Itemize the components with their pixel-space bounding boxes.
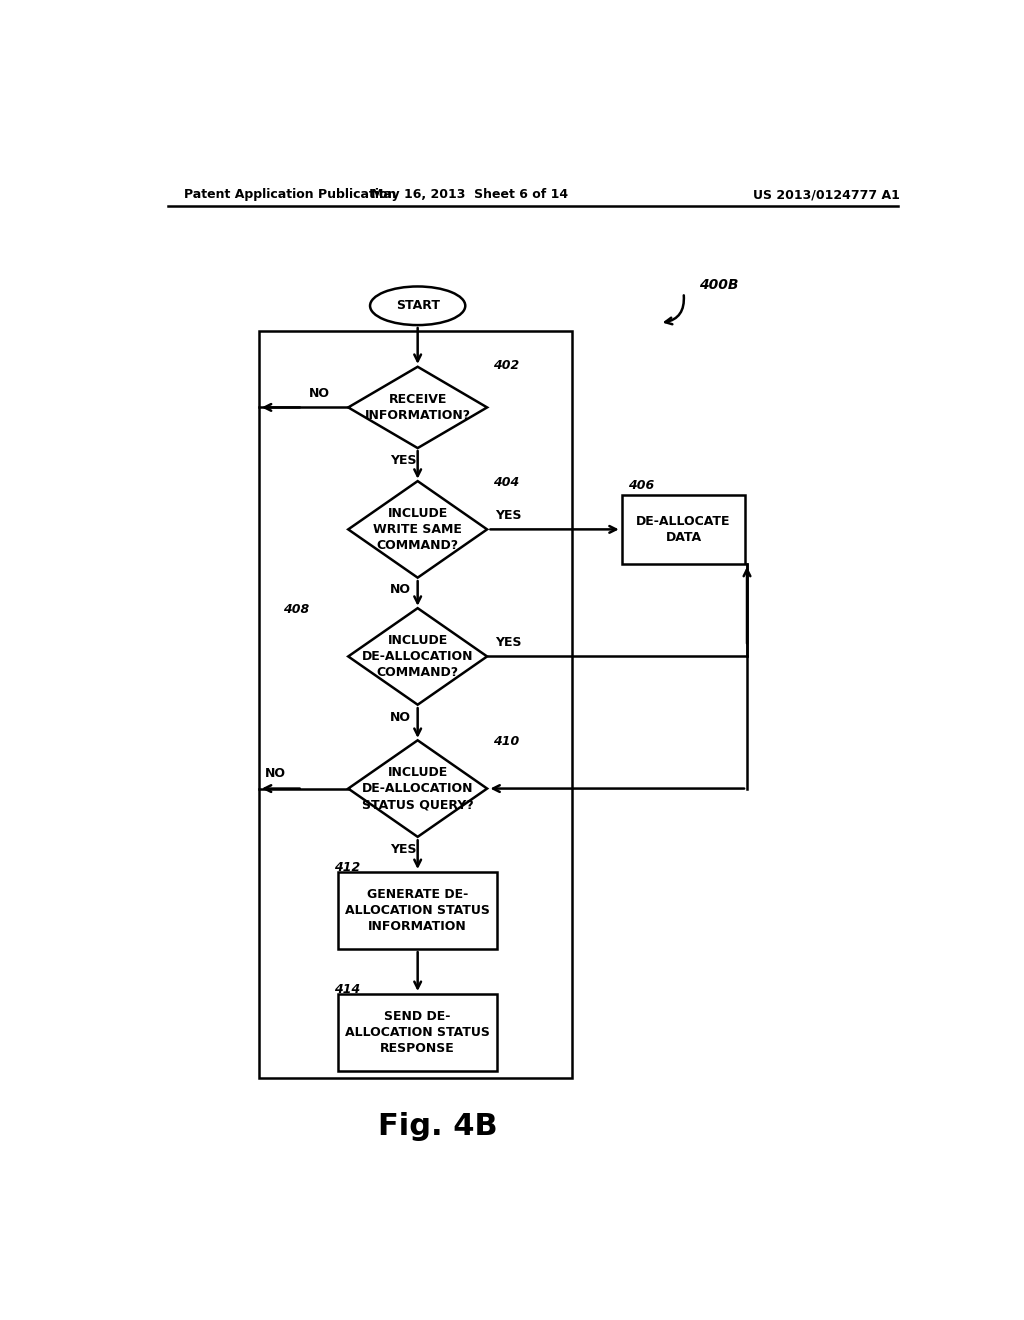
Text: 400B: 400B [699, 279, 739, 293]
Text: YES: YES [495, 510, 521, 523]
Text: 414: 414 [334, 983, 360, 995]
Text: GENERATE DE-
ALLOCATION STATUS
INFORMATION: GENERATE DE- ALLOCATION STATUS INFORMATI… [345, 888, 490, 933]
Text: INCLUDE
WRITE SAME
COMMAND?: INCLUDE WRITE SAME COMMAND? [373, 507, 462, 552]
Text: Patent Application Publication: Patent Application Publication [183, 189, 396, 202]
Text: YES: YES [390, 454, 417, 467]
Text: NO: NO [309, 387, 330, 400]
Bar [622, 495, 745, 564]
Text: 404: 404 [494, 475, 519, 488]
Text: RECEIVE
INFORMATION?: RECEIVE INFORMATION? [365, 393, 471, 422]
Text: May 16, 2013  Sheet 6 of 14: May 16, 2013 Sheet 6 of 14 [371, 189, 568, 202]
Text: SEND DE-
ALLOCATION STATUS
RESPONSE: SEND DE- ALLOCATION STATUS RESPONSE [345, 1010, 490, 1055]
Bar [259, 331, 572, 1078]
Text: 406: 406 [628, 479, 654, 492]
Text: NO: NO [264, 767, 286, 780]
Text: NO: NO [390, 583, 411, 595]
Text: INCLUDE
DE-ALLOCATION
COMMAND?: INCLUDE DE-ALLOCATION COMMAND? [361, 634, 473, 678]
Text: START: START [395, 300, 439, 313]
Text: 412: 412 [334, 861, 360, 874]
Text: 402: 402 [494, 359, 519, 372]
Bar [338, 994, 497, 1071]
Text: Fig. 4B: Fig. 4B [378, 1111, 498, 1140]
Text: 410: 410 [494, 735, 519, 748]
Text: DE-ALLOCATE
DATA: DE-ALLOCATE DATA [636, 515, 731, 544]
Text: INCLUDE
DE-ALLOCATION
STATUS QUERY?: INCLUDE DE-ALLOCATION STATUS QUERY? [361, 766, 473, 810]
Text: US 2013/0124777 A1: US 2013/0124777 A1 [753, 189, 900, 202]
Bar [338, 873, 497, 949]
Text: 408: 408 [283, 603, 309, 615]
Text: YES: YES [390, 843, 417, 857]
Text: NO: NO [390, 711, 411, 723]
Text: YES: YES [495, 636, 521, 649]
